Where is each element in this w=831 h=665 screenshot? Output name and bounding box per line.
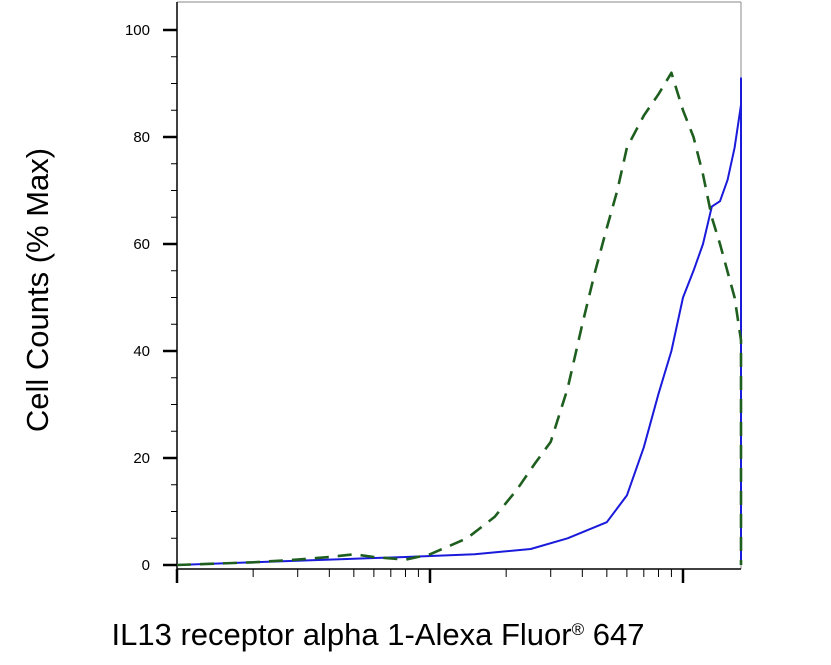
x-axis-title-registered-mark: ® — [572, 620, 585, 639]
y-tick-label: 20 — [133, 450, 150, 467]
y-tick-label: 60 — [133, 236, 150, 253]
y-tick-label: 0 — [142, 557, 150, 574]
x-axis-title-main: IL13 receptor alpha 1-Alexa Fluor — [112, 617, 572, 652]
control-series-line — [176, 71, 743, 567]
y-axis-title: Cell Counts (% Max) — [20, 148, 55, 432]
plot-frame — [176, 1, 742, 570]
series-layer — [176, 71, 743, 567]
x-axis-title: IL13 receptor alpha 1-Alexa Fluor® 647 — [112, 617, 645, 652]
sample-series-line — [176, 77, 742, 566]
x-axis-title-suffix: 647 — [584, 617, 644, 652]
y-tick-label: 40 — [133, 343, 150, 360]
y-tick-label: 80 — [133, 129, 150, 146]
y-tick-label: 100 — [125, 22, 150, 39]
x-axis-ticks — [175, 569, 685, 583]
y-axis-ticks: 0 20 40 60 80 100 — [125, 22, 177, 574]
